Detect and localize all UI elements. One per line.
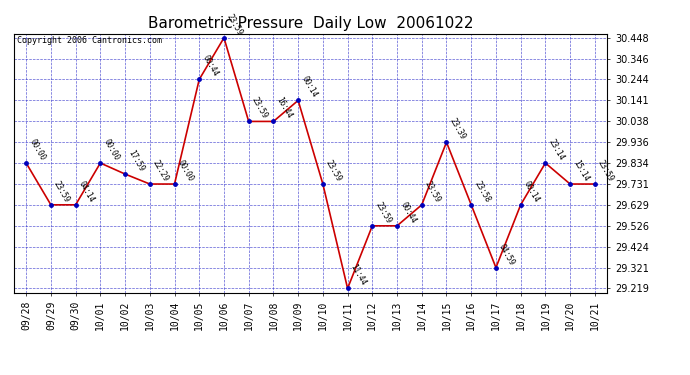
Text: 23:59: 23:59 [250,96,269,120]
Text: 23:59: 23:59 [225,12,244,37]
Text: 15:14: 15:14 [571,159,591,183]
Text: 23:59: 23:59 [373,200,393,225]
Text: 23:58: 23:58 [473,179,492,204]
Text: 04:59: 04:59 [497,242,517,267]
Text: 16:44: 16:44 [275,96,294,120]
Text: 23:59: 23:59 [423,179,442,204]
Text: 00:14: 00:14 [522,179,541,204]
Title: Barometric Pressure  Daily Low  20061022: Barometric Pressure Daily Low 20061022 [148,16,473,31]
Text: 22:29: 22:29 [151,159,170,183]
Text: 00:44: 00:44 [398,200,417,225]
Text: 23:14: 23:14 [546,138,566,162]
Text: 00:00: 00:00 [101,138,121,162]
Text: 23:59: 23:59 [52,179,72,204]
Text: 00:44: 00:44 [201,54,220,78]
Text: Copyright 2006 Cantronics.com: Copyright 2006 Cantronics.com [17,36,161,45]
Text: 23:39: 23:39 [448,117,467,141]
Text: 23:59: 23:59 [596,159,615,183]
Text: 00:14: 00:14 [299,75,319,99]
Text: 00:00: 00:00 [176,159,195,183]
Text: 11:44: 11:44 [349,263,368,287]
Text: 23:59: 23:59 [324,159,344,183]
Text: 17:59: 17:59 [126,148,146,173]
Text: 00:00: 00:00 [28,138,47,162]
Text: 04:14: 04:14 [77,179,96,204]
